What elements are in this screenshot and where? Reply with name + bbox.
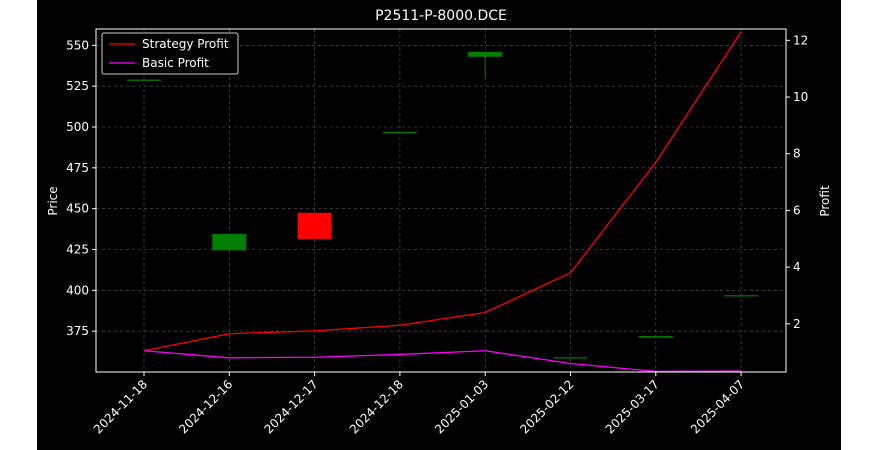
y-tick-label-left: 375: [66, 324, 89, 338]
y-tick-label-right: 8: [793, 147, 801, 161]
y-tick-label-right: 2: [793, 317, 801, 331]
y-tick-label-left: 450: [66, 202, 89, 216]
chart-svg: P2511-P-8000.DCE Price Profit 2024-11-18…: [46, 8, 832, 436]
x-tick-label: 2025-03-17: [603, 377, 662, 436]
series-line-basic-profit: [143, 350, 742, 373]
y-axis-label-left: Price: [46, 186, 60, 215]
candle-body: [127, 79, 161, 81]
y-tick-label-right: 4: [793, 260, 801, 274]
x-tick-label: 2025-02-12: [517, 377, 576, 436]
y-tick-label-left: 425: [66, 243, 89, 257]
grid-layer: [96, 29, 786, 372]
y-tick-label-left: 475: [66, 161, 89, 175]
candle-body: [724, 295, 759, 297]
plot-frame: [95, 28, 787, 373]
candle-layer: [127, 51, 759, 359]
y-tick-label-left: 525: [66, 79, 89, 93]
y-tick-label-right: 12: [793, 33, 808, 47]
chart-figure: P2511-P-8000.DCE Price Profit 2024-11-18…: [37, 0, 841, 450]
legend-box: [101, 32, 239, 75]
legend-label-strategy-profit: Strategy Profit: [142, 37, 229, 51]
candle-body: [212, 233, 247, 251]
legend: Strategy Profit Basic Profit: [101, 32, 239, 75]
y-tick-label-right: 6: [793, 203, 801, 217]
y-tick-label-left: 500: [66, 120, 89, 134]
x-tick-label: 2025-04-07: [688, 377, 747, 436]
y-axis-label-right: Profit: [818, 185, 832, 217]
candle-body: [382, 131, 417, 134]
line-layer: [143, 31, 742, 373]
candle-body: [553, 357, 588, 359]
axis-layer: 2024-11-18 2024-12-16 2024-12-17 2024-12-18…: [66, 33, 808, 436]
y-tick-label-left: 550: [66, 38, 89, 52]
y-tick-label-right: 10: [793, 90, 808, 104]
x-tick-label: 2024-12-17: [262, 377, 321, 436]
y-tick-label-left: 400: [66, 283, 89, 297]
series-line-strategy-profit: [143, 31, 742, 352]
x-tick-label: 2024-11-18: [91, 377, 150, 436]
candle-body: [638, 336, 673, 338]
legend-label-basic-profit: Basic Profit: [142, 56, 209, 70]
candle-body: [468, 51, 503, 57]
x-tick-label: 2024-12-16: [176, 377, 235, 436]
x-tick-label: 2025-01-03: [432, 377, 491, 436]
x-tick-label: 2024-12-18: [347, 377, 406, 436]
candle-body: [297, 212, 332, 239]
chart-title: P2511-P-8000.DCE: [375, 8, 507, 24]
